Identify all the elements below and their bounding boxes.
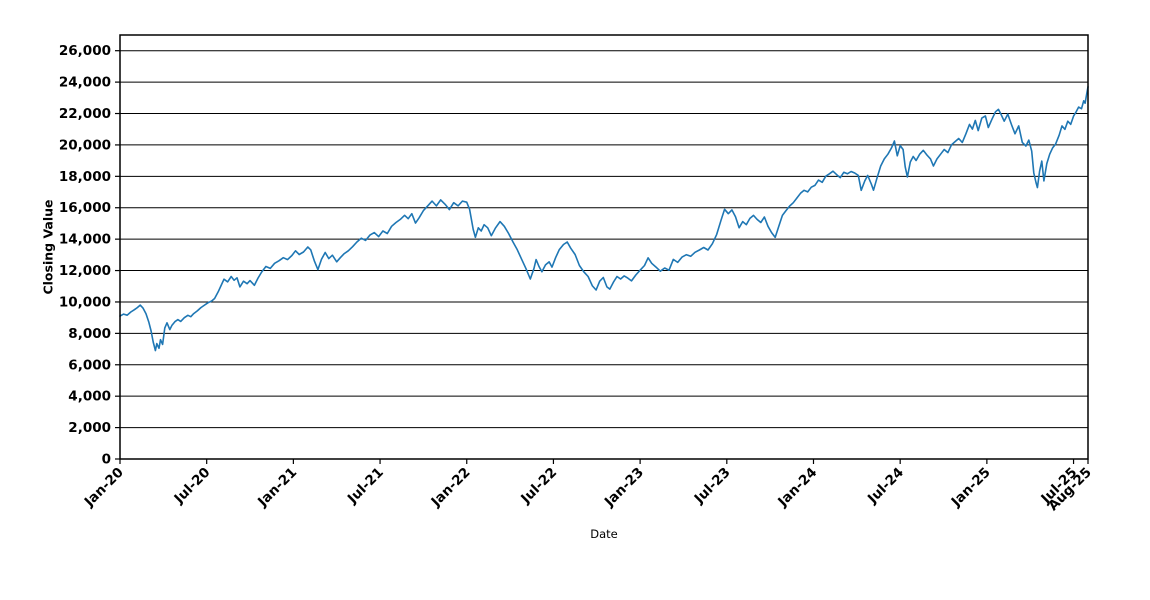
y-tick-label: 16,000	[59, 200, 111, 216]
y-tick-label: 26,000	[59, 43, 111, 59]
y-axis-title: Closing Value	[40, 199, 56, 295]
y-tick-label: 14,000	[59, 232, 111, 248]
y-tick-label: 6,000	[68, 357, 111, 373]
x-tick-label: Jan-22	[428, 465, 474, 511]
x-tick-label: Jul-20	[171, 465, 214, 508]
x-tick-label: Jul-23	[691, 465, 734, 508]
x-tick-label: Jul-24	[864, 465, 907, 508]
y-tick-label: 18,000	[59, 169, 111, 185]
plot-border	[119, 34, 1089, 460]
x-tick-label: Jul-21	[344, 465, 387, 508]
x-tick-label: Jan-24	[774, 465, 820, 511]
y-tick-label: 22,000	[59, 106, 111, 122]
y-tick-label: 12,000	[59, 263, 111, 279]
x-tick-label: Jul-22	[517, 465, 560, 508]
x-tick-label: Jan-21	[254, 465, 300, 511]
series-line	[119, 86, 1089, 352]
y-tick-label: 4,000	[68, 389, 111, 405]
y-tick-label: 2,000	[68, 420, 111, 436]
x-axis-title: Date	[590, 527, 618, 541]
y-tick-label: 8,000	[68, 326, 111, 342]
y-tick-label: 10,000	[59, 294, 111, 310]
x-tick-label: Jan-20	[81, 465, 127, 511]
y-tick-label: 0	[102, 452, 111, 468]
y-tick-label: 24,000	[59, 75, 111, 91]
x-tick-label: Jan-23	[601, 465, 647, 511]
x-tick-label: Jan-25	[948, 465, 994, 511]
y-tick-label: 20,000	[59, 137, 111, 153]
